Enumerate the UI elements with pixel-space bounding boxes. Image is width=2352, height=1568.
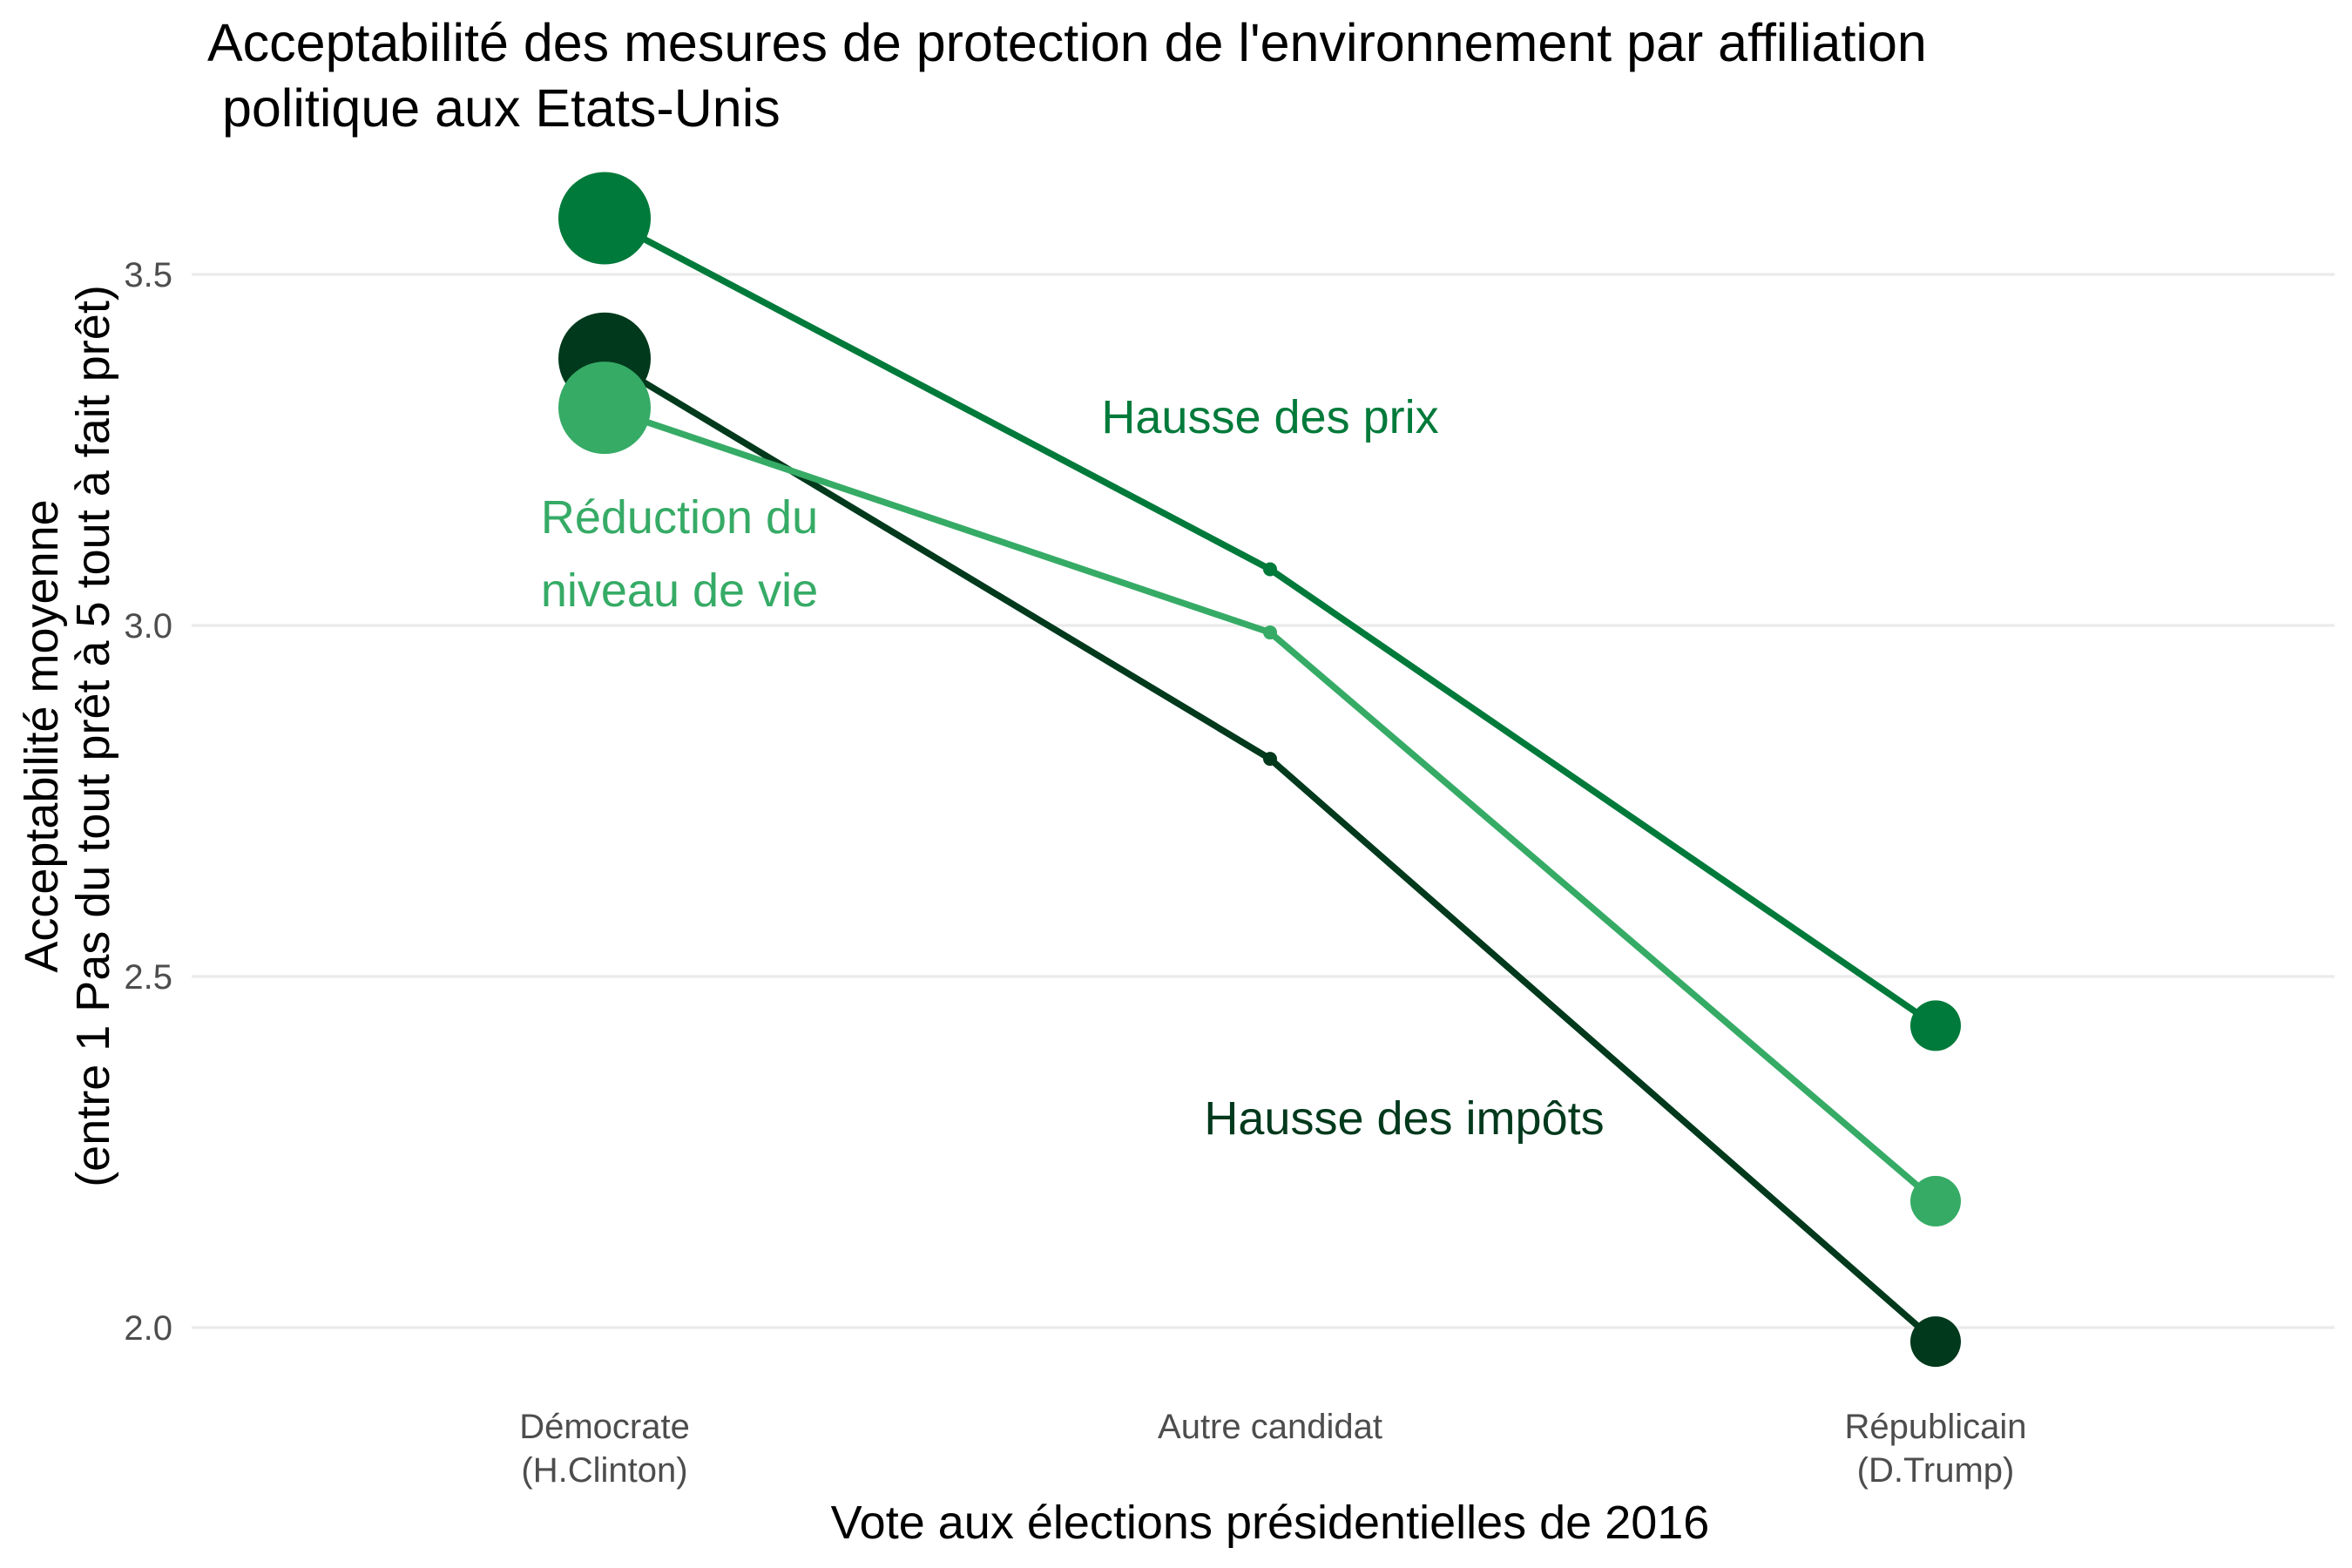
y-axis-title-line-2: (entre 1 Pas du tout prêt à 5 tout à fai… — [67, 285, 119, 1187]
data-point — [1910, 1000, 1961, 1051]
series-line — [603, 215, 1938, 1029]
y-axis-title-line-1: Acceptabilité moyenne — [16, 499, 68, 972]
data-point — [558, 362, 651, 455]
y-axis-title: Acceptabilité moyenne (entre 1 Pas du to… — [16, 285, 119, 1187]
data-point — [1263, 625, 1277, 640]
data-point — [558, 172, 651, 265]
y-axis-ticks: 2.0 2.5 3.0 3.5 — [124, 256, 172, 1348]
series — [558, 172, 1961, 1368]
x-tick-label: Démocrate — [519, 1408, 690, 1446]
y-tick-label: 2.0 — [124, 1309, 172, 1348]
data-point — [1910, 1175, 1961, 1227]
data-point — [1910, 1316, 1961, 1368]
chart-title-line-2: politique aux Etats-Unis — [207, 78, 781, 138]
chart-title: Acceptabilité des mesures de protection … — [207, 13, 1927, 138]
x-axis-title: Vote aux élections présidentielles de 20… — [831, 1497, 1710, 1549]
series-hausse-des-impots — [558, 312, 1961, 1368]
series-label-reduction-du-niveau-de-vie: Réduction du — [541, 491, 818, 544]
y-tick-label: 3.5 — [124, 256, 172, 294]
series-reduction-du-niveau-de-vie — [558, 362, 1961, 1227]
y-tick-label: 2.5 — [124, 958, 172, 997]
series-label-reduction-du-niveau-de-vie: niveau de vie — [541, 564, 818, 617]
y-tick-label: 3.0 — [124, 607, 172, 645]
x-tick-label: Républicain — [1844, 1408, 2026, 1446]
data-point — [1263, 562, 1277, 577]
series-label-hausse-des-prix: Hausse des prix — [1101, 391, 1438, 443]
x-tick-label: Autre candidat — [1158, 1408, 1382, 1446]
series-label-hausse-des-impots: Hausse des impôts — [1204, 1092, 1604, 1145]
gridlines — [192, 273, 2335, 1329]
x-tick-label: (D.Trump) — [1857, 1451, 2015, 1490]
chart-title-line-1: Acceptabilité des mesures de protection … — [207, 13, 1927, 72]
x-axis-ticks: Démocrate (H.Clinton) Autre candidat Répub… — [519, 1408, 2026, 1490]
data-point — [1263, 752, 1277, 767]
series-hausse-des-prix — [558, 172, 1961, 1051]
series-labels: Hausse des prix Hausse des impôts Réductio… — [541, 391, 1605, 1145]
x-tick-label: (H.Clinton) — [521, 1451, 687, 1490]
